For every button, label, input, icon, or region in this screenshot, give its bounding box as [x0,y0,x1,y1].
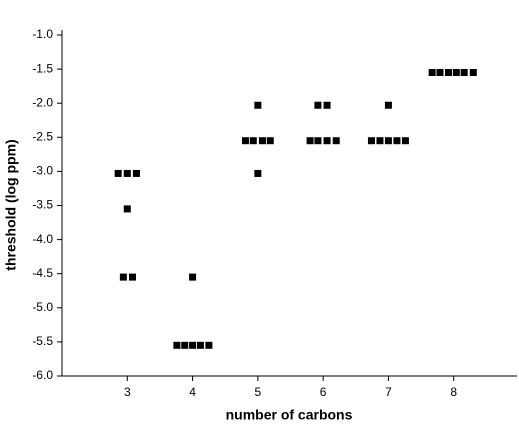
point [367,137,375,145]
point [266,137,274,145]
point [323,137,331,145]
y-tick-label: -5.5 [32,334,53,348]
point [249,137,257,145]
point [196,341,204,349]
point [401,137,409,145]
y-axis-label: threshold (log ppm) [3,139,19,270]
point [173,341,181,349]
y-tick-label: -2.5 [32,129,53,143]
y-tick-label: -1.5 [32,61,53,75]
y-tick-label: -4.0 [32,232,53,246]
point [114,169,122,177]
x-axis-label: number of carbons [226,407,353,423]
point [306,137,314,145]
point [119,273,127,281]
point [323,101,331,109]
y-tick-label: -2.0 [32,95,53,109]
point [189,341,197,349]
point [384,137,392,145]
point [241,137,249,145]
x-tick-label: 6 [320,385,327,399]
x-tick-label: 4 [189,385,196,399]
x-tick-label: 7 [385,385,392,399]
x-tick-label: 8 [450,385,457,399]
point [314,137,322,145]
point [258,137,266,145]
y-tick-label: -6.0 [32,368,53,382]
point [314,101,322,109]
y-tick-label: -3.5 [32,198,53,212]
point [254,169,262,177]
point [189,273,197,281]
x-tick-label: 5 [255,385,262,399]
point [123,205,131,213]
point [254,101,262,109]
point [384,101,392,109]
point [444,69,452,77]
y-tick-label: -4.5 [32,266,53,280]
point [452,69,460,77]
y-tick-label: -3.0 [32,164,53,178]
point [469,69,477,77]
point [332,137,340,145]
point [132,169,140,177]
x-tick-label: 3 [124,385,131,399]
point [436,69,444,77]
point [393,137,401,145]
point [376,137,384,145]
point [181,341,189,349]
y-tick-label: -1.0 [32,27,53,41]
y-tick-label: -5.0 [32,300,53,314]
point [428,69,436,77]
point [460,69,468,77]
point [123,169,131,177]
point [205,341,213,349]
point [129,273,137,281]
